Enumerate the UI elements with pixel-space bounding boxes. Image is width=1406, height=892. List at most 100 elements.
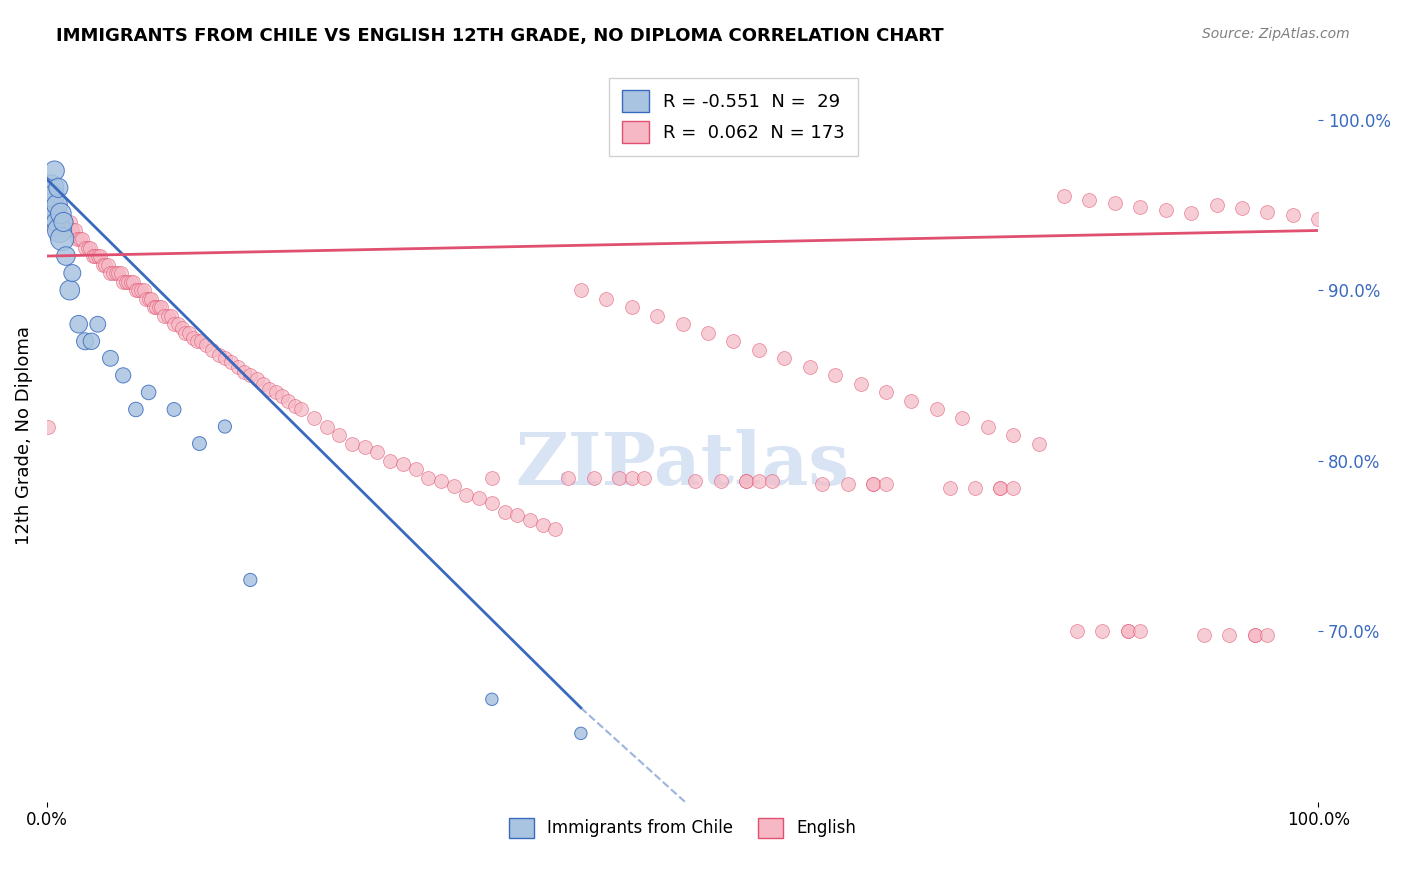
Point [735, 474, 758, 488]
Point [207, 348, 229, 362]
Point [1154, 202, 1177, 217]
Point [42, 206, 65, 220]
Point [405, 462, 427, 476]
Point [100, 266, 122, 280]
Point [264, 385, 287, 400]
Point [1002, 428, 1025, 442]
Point [201, 343, 224, 357]
Point [135, 292, 157, 306]
Point [42, 189, 65, 203]
Point [1243, 627, 1265, 641]
Point [125, 402, 148, 417]
Point [1218, 627, 1240, 641]
Point [127, 283, 149, 297]
Point [114, 275, 136, 289]
Point [60, 223, 83, 237]
Point [48, 206, 70, 220]
Point [1205, 198, 1227, 212]
Point [799, 359, 821, 374]
Point [97, 258, 120, 272]
Point [494, 505, 516, 519]
Point [63, 223, 86, 237]
Point [188, 436, 211, 450]
Point [120, 275, 142, 289]
Point [45, 223, 67, 237]
Point [990, 481, 1012, 495]
Point [1180, 206, 1202, 220]
Point [37, 419, 59, 434]
Point [963, 481, 986, 495]
Point [353, 440, 375, 454]
Point [150, 300, 173, 314]
Point [849, 376, 872, 391]
Point [44, 163, 66, 178]
Point [671, 317, 693, 331]
Point [52, 215, 75, 229]
Point [100, 351, 122, 366]
Point [620, 300, 643, 314]
Point [1116, 624, 1139, 639]
Point [862, 477, 884, 491]
Point [977, 419, 1000, 434]
Point [1078, 193, 1101, 207]
Point [73, 334, 96, 349]
Point [214, 351, 236, 366]
Legend: Immigrants from Chile, English: Immigrants from Chile, English [502, 811, 863, 845]
Point [69, 232, 91, 246]
Point [72, 232, 94, 246]
Point [66, 232, 89, 246]
Point [569, 726, 592, 740]
Point [163, 402, 186, 417]
Point [145, 300, 167, 314]
Point [46, 206, 69, 220]
Point [557, 471, 579, 485]
Point [46, 206, 69, 220]
Point [39, 181, 62, 195]
Point [226, 359, 249, 374]
Point [41, 198, 63, 212]
Text: ZIPatlas: ZIPatlas [516, 429, 849, 500]
Point [723, 334, 745, 349]
Point [39, 198, 62, 212]
Point [87, 317, 110, 331]
Point [900, 393, 922, 408]
Point [685, 474, 707, 488]
Point [468, 491, 491, 505]
Point [55, 215, 77, 229]
Point [824, 368, 846, 383]
Point [1308, 211, 1330, 226]
Point [104, 266, 127, 280]
Point [45, 215, 67, 229]
Point [1256, 627, 1278, 641]
Point [1066, 624, 1088, 639]
Point [366, 445, 388, 459]
Point [219, 355, 242, 369]
Point [58, 223, 80, 237]
Point [38, 215, 60, 229]
Point [544, 522, 567, 536]
Point [112, 275, 135, 289]
Point [837, 477, 859, 491]
Point [107, 266, 129, 280]
Point [481, 692, 503, 706]
Point [87, 249, 110, 263]
Point [259, 382, 281, 396]
Point [1028, 436, 1050, 450]
Point [239, 573, 262, 587]
Point [194, 337, 217, 351]
Point [595, 292, 617, 306]
Point [302, 411, 325, 425]
Point [481, 471, 503, 485]
Point [179, 326, 201, 340]
Point [862, 477, 884, 491]
Point [519, 513, 541, 527]
Point [811, 477, 834, 491]
Point [73, 240, 96, 254]
Point [1002, 481, 1025, 495]
Point [710, 474, 733, 488]
Point [46, 181, 69, 195]
Point [443, 479, 465, 493]
Point [633, 471, 655, 485]
Point [174, 326, 197, 340]
Point [190, 334, 212, 349]
